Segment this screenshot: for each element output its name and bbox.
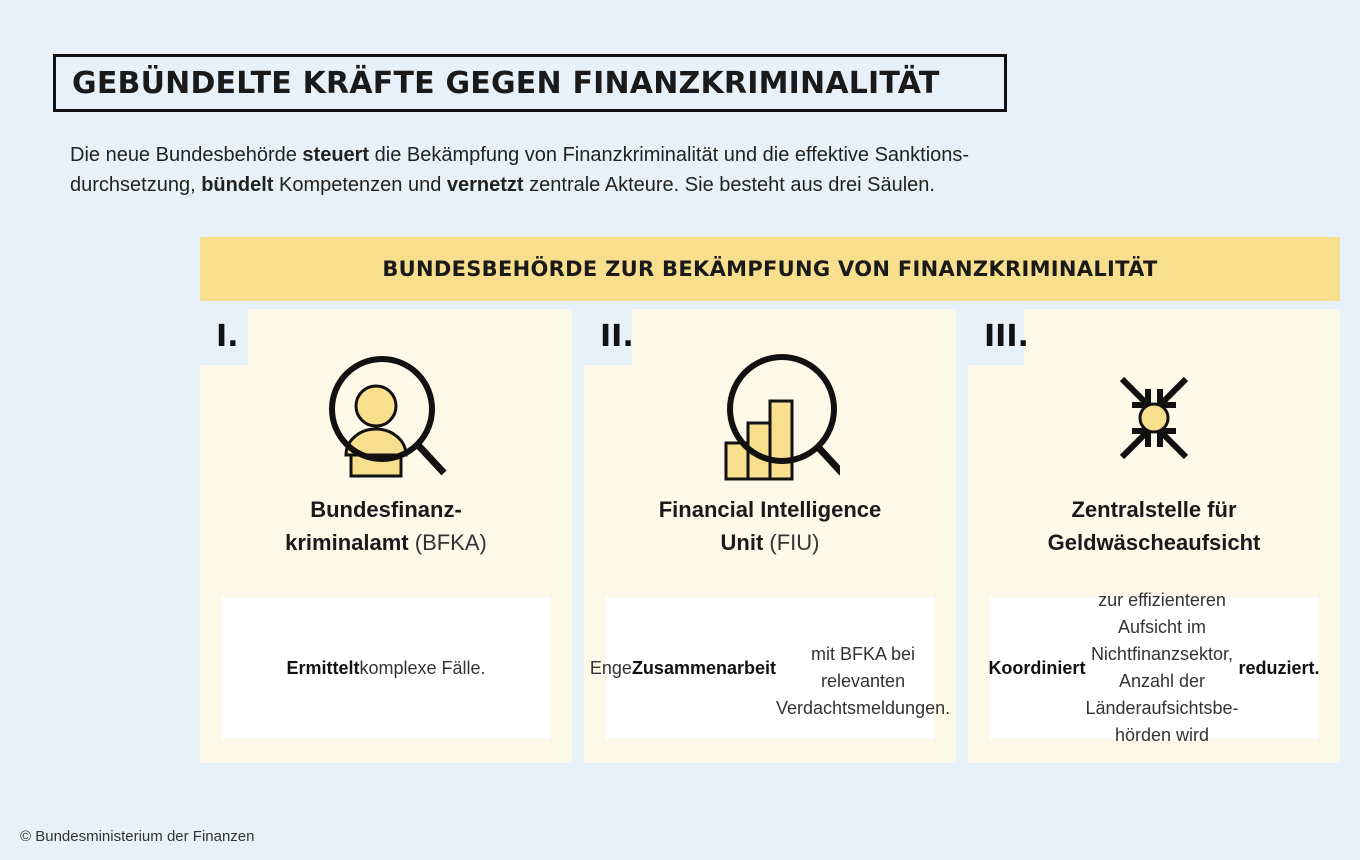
intro-text: Die neue Bundesbehörde steuert die Bekäm… bbox=[70, 140, 1170, 200]
pillar-geldwaescheaufsicht: III. Zentralstelle für Geldwäscheaufsich… bbox=[968, 309, 1340, 763]
numeral-tab bbox=[200, 309, 248, 365]
numeral-tab bbox=[584, 309, 632, 365]
pillar-description: Koordiniert zur effizienteren Aufsicht im… bbox=[988, 590, 1320, 745]
pillar-bfka: I. Bundesfinanz- kriminalamt (BFKA) Ermi… bbox=[200, 309, 572, 763]
pillar-numeral: II. bbox=[600, 319, 634, 354]
pillar-name: Zentralstelle für Geldwäscheaufsicht bbox=[1047, 497, 1261, 555]
intro-line-1: Die neue Bundesbehörde steuert die Bekäm… bbox=[70, 144, 970, 166]
pillar-numeral: I. bbox=[216, 319, 239, 354]
pillar-numeral: III. bbox=[984, 319, 1029, 354]
pillar-fiu: II. Financial Intelligence Unit (FIU) En… bbox=[584, 309, 956, 763]
magnifier-person-icon bbox=[329, 356, 447, 478]
numeral-tab bbox=[968, 309, 1024, 365]
pillar-description: Ermittelt komplexe Fälle. bbox=[222, 597, 550, 739]
copyright: © Bundesministerium der Finanzen bbox=[20, 828, 255, 845]
pillar-description: Enge Zusammenarbeit mit BFKA bei relevant… bbox=[590, 597, 950, 739]
converging-arrows-icon bbox=[1119, 376, 1189, 460]
pillar-name: Bundesfinanz- kriminalamt (BFKA) bbox=[285, 497, 487, 555]
intro-line-2: durchsetzung, bündelt Kompetenzen und ve… bbox=[70, 174, 935, 196]
pillar-name: Financial Intelligence Unit (FIU) bbox=[658, 497, 882, 555]
magnifier-bar-chart-icon bbox=[724, 354, 840, 481]
authority-banner: BUNDESBEHÖRDE ZUR BEKÄMPFUNG VON FINANZK… bbox=[200, 237, 1340, 301]
page-title: GEBÜNDELTE KRÄFTE GEGEN FINANZKRIMINALIT… bbox=[53, 54, 1007, 112]
